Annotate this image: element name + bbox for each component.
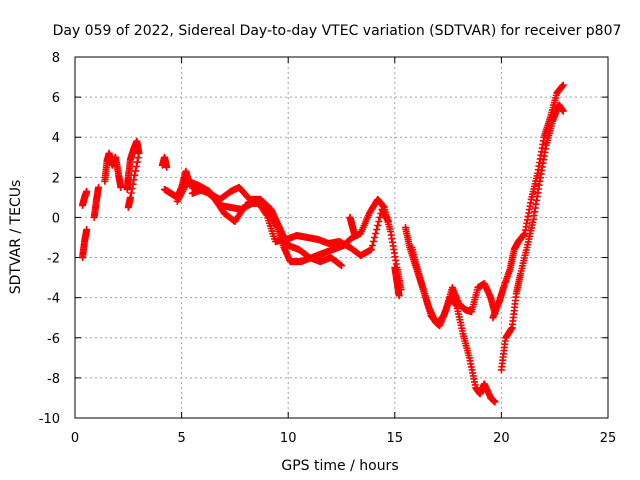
y-tick-label: 6 (52, 91, 60, 106)
data-point-marker (336, 261, 344, 269)
data-point-marker (117, 183, 125, 191)
data-point-marker (135, 149, 143, 157)
data-point-marker (559, 107, 567, 115)
data-point-marker (375, 218, 383, 225)
y-tick-label: -6 (47, 332, 60, 347)
x-tick-label: 10 (280, 431, 297, 446)
y-axis-label: SDTVAR / TECUs (8, 180, 24, 295)
data-point-marker (83, 187, 91, 195)
data-point-marker (95, 183, 102, 191)
data-point-marker (370, 238, 377, 245)
data-point-marker (559, 81, 567, 89)
data-point-marker (350, 230, 358, 237)
data-point-marker (374, 222, 382, 229)
data-point-marker (373, 226, 381, 233)
data-point-marker (124, 203, 132, 211)
data-point-marker (127, 189, 135, 197)
y-tick-label: -10 (39, 412, 60, 427)
data-point-marker (163, 163, 171, 171)
x-tick-label: 20 (493, 431, 510, 446)
y-tick-label: 8 (52, 51, 60, 66)
x-tick-label: 5 (177, 431, 185, 446)
data-point-marker (371, 234, 378, 241)
data-point-marker (338, 262, 345, 270)
data-point-marker (491, 398, 499, 406)
data-point-marker (395, 292, 403, 300)
data-point-marker (133, 158, 141, 166)
data-point-marker (131, 171, 139, 179)
y-tick-label: 4 (52, 131, 60, 146)
y-tick-label: 0 (52, 211, 60, 226)
data-point-marker (372, 230, 380, 237)
x-axis-label: GPS time / hours (281, 458, 398, 474)
chart-title: Day 059 of 2022, Sidereal Day-to-day VTE… (53, 23, 622, 39)
y-tick-label: -2 (47, 252, 60, 267)
axis-ticks: 0 5 10 15 20 25 -10 -8 -6 -4 -2 0 2 4 6 8 (39, 51, 617, 446)
y-tick-label: -4 (47, 292, 60, 307)
data-point-marker (384, 218, 392, 225)
y-tick-label: -8 (47, 372, 60, 387)
data-point-marker (368, 242, 376, 249)
x-tick-label: 25 (600, 431, 617, 446)
data-point-marker (367, 246, 375, 253)
plot-frame (74, 56, 609, 419)
data-point-marker (132, 163, 140, 170)
data-point-marker (129, 180, 137, 188)
data-point-marker (83, 226, 91, 233)
x-tick-label: 15 (387, 431, 404, 446)
x-tick-label: 0 (71, 431, 79, 446)
y-tick-label: 2 (52, 171, 60, 186)
data-point-marker (376, 213, 384, 221)
data-points (79, 81, 567, 406)
